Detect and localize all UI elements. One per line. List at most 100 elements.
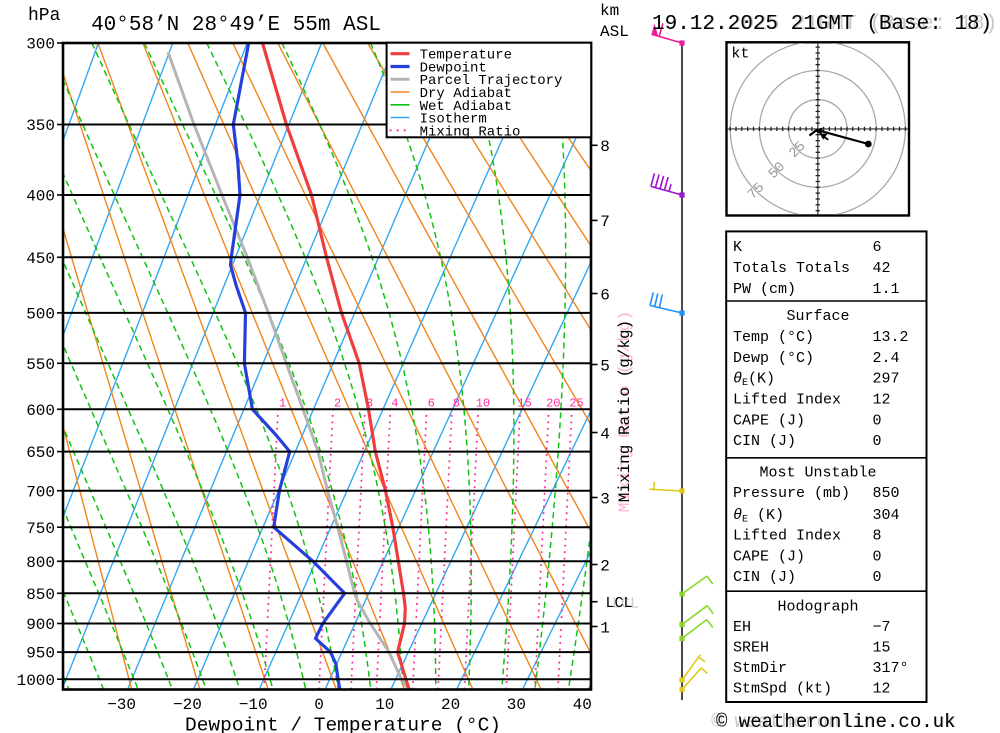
svg-text:Temp (°C): Temp (°C) [733,329,814,346]
svg-text:8: 8 [600,138,610,156]
svg-text:CIN (J): CIN (J) [733,569,796,586]
svg-text:−10: −10 [239,696,268,714]
svg-text:800: 800 [26,554,55,572]
svg-text:Pressure (mb): Pressure (mb) [733,485,850,502]
svg-text:8: 8 [873,528,882,545]
svg-text:19.12.2025 21GMT (Base: 18): 19.12.2025 21GMT (Base: 18) [652,13,998,36]
svg-text:2.4: 2.4 [873,350,900,367]
svg-text:Dewpoint / Temperature (°C): Dewpoint / Temperature (°C) [185,715,501,733]
svg-text:Surface: Surface [786,308,849,325]
svg-text:25: 25 [569,397,583,411]
svg-text:3: 3 [366,397,373,411]
svg-text:30: 30 [507,696,526,714]
svg-text:LCL: LCL [612,595,639,612]
svg-text:0: 0 [873,412,882,429]
svg-text:317°: 317° [873,660,909,677]
svg-text:0: 0 [314,696,324,714]
svg-text:304: 304 [873,507,900,524]
svg-text:20: 20 [546,397,560,411]
svg-text:CIN (J): CIN (J) [733,433,796,450]
svg-text:297: 297 [873,371,900,388]
svg-text:K: K [733,239,742,256]
svg-text:700: 700 [26,483,55,501]
svg-text:40: 40 [573,696,592,714]
svg-text:Wet Adiabat: Wet Adiabat [420,99,512,115]
svg-text:6: 6 [428,397,435,411]
svg-text:StmSpd (kt): StmSpd (kt) [733,680,832,697]
svg-text:500: 500 [26,306,55,324]
svg-text:Mixing Ratio: Mixing Ratio [420,124,521,140]
svg-text:15: 15 [517,397,531,411]
svg-text:350: 350 [26,117,55,135]
svg-text:550: 550 [26,356,55,374]
svg-text:4: 4 [600,425,610,443]
svg-text:850: 850 [873,485,900,502]
svg-text:2: 2 [334,397,341,411]
svg-text:−7: −7 [873,619,891,636]
svg-text:StmDir: StmDir [733,660,787,677]
svg-text:400: 400 [26,188,55,206]
svg-text:Lifted Index: Lifted Index [733,392,841,409]
svg-text:1: 1 [279,397,286,411]
svg-text:450: 450 [26,250,55,268]
svg-text:EH: EH [733,619,751,636]
svg-text:8: 8 [453,397,460,411]
svg-text:Totals Totals: Totals Totals [733,260,850,277]
svg-text:6: 6 [600,286,610,304]
svg-text:850: 850 [26,586,55,604]
svg-text:km: km [600,2,619,20]
svg-text:θE(K): θE(K) [733,371,775,390]
svg-text:1: 1 [600,619,610,637]
svg-text:0: 0 [873,569,882,586]
svg-text:2: 2 [600,557,610,575]
svg-text:950: 950 [26,645,55,663]
svg-text:7: 7 [600,213,610,231]
svg-text:Lifted Index: Lifted Index [733,528,841,545]
svg-text:12: 12 [873,680,891,697]
svg-text:SREH: SREH [733,640,769,657]
svg-text:20: 20 [441,696,460,714]
svg-text:−30: −30 [107,696,136,714]
svg-text:© weatheronline.co.uk: © weatheronline.co.uk [716,711,955,733]
svg-text:Hodograph: Hodograph [777,599,858,616]
svg-text:Dewp (°C): Dewp (°C) [733,350,814,367]
svg-text:13.2: 13.2 [873,329,909,346]
svg-text:40°58’N 28°49’E 55m ASL: 40°58’N 28°49’E 55m ASL [91,14,381,37]
svg-text:0: 0 [873,548,882,565]
svg-text:10: 10 [375,696,394,714]
svg-text:6: 6 [873,239,882,256]
svg-text:650: 650 [26,444,55,462]
svg-text:ASL: ASL [600,23,629,41]
svg-text:19.12.2025 21GMT (Base: 18): 19.12.2025 21GMT (Base: 18) [652,13,992,36]
svg-text:θE (K): θE (K) [733,507,784,526]
svg-text:−20: −20 [173,696,202,714]
svg-text:12: 12 [873,392,891,409]
svg-text:10: 10 [476,397,490,411]
svg-text:3: 3 [600,490,610,508]
svg-text:750: 750 [26,520,55,538]
svg-text:300: 300 [26,36,55,54]
svg-text:hPa: hPa [28,6,61,26]
svg-text:1000: 1000 [17,672,55,690]
svg-text:Parcel Trajectory: Parcel Trajectory [420,73,563,89]
svg-text:Mixing Ratio (g/kg): Mixing Ratio (g/kg) [616,310,634,512]
svg-text:LCL: LCL [605,595,632,612]
svg-text:Most Unstable: Most Unstable [759,465,876,482]
svg-text:CAPE (J): CAPE (J) [733,412,805,429]
svg-text:CAPE (J): CAPE (J) [733,548,805,565]
svg-text:5: 5 [600,357,610,375]
svg-text:Mixing Ratio (g/kg): Mixing Ratio (g/kg) [616,320,634,502]
svg-text:42: 42 [873,260,891,277]
svg-text:Temperature: Temperature [420,48,512,64]
svg-text:Dewpoint: Dewpoint [420,61,487,77]
svg-text:Isotherm: Isotherm [420,112,487,128]
svg-text:1.1: 1.1 [873,281,900,298]
svg-text:Dry Adiabat: Dry Adiabat [420,86,512,102]
svg-text:4: 4 [391,397,398,411]
svg-text:© weatheronline.co.uk: © weatheronline.co.uk [711,711,957,733]
svg-text:kt: kt [731,46,749,63]
svg-text:900: 900 [26,616,55,634]
svg-text:PW (cm): PW (cm) [733,281,796,298]
svg-text:0: 0 [873,433,882,450]
svg-text:15: 15 [873,640,891,657]
